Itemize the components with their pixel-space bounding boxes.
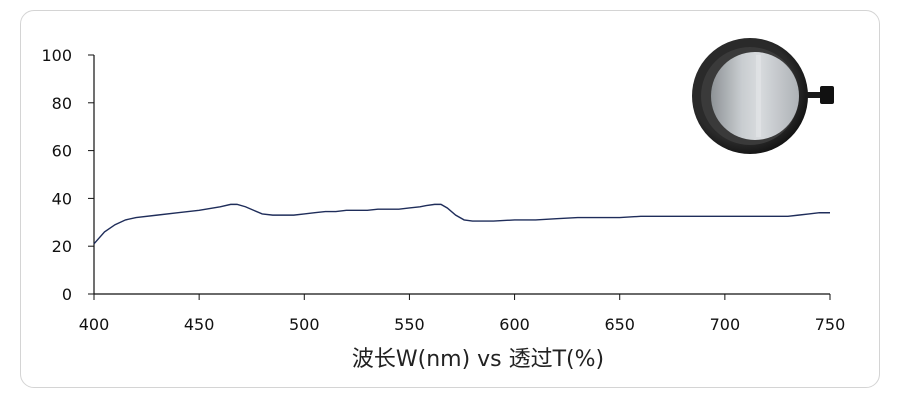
y-tick-label: 40 <box>52 189 72 208</box>
y-tick-label: 80 <box>52 94 72 113</box>
x-tick-label: 450 <box>184 315 215 334</box>
y-tick-label: 100 <box>41 46 72 65</box>
chart-axes <box>93 55 830 295</box>
y-tick-label: 20 <box>52 237 72 256</box>
x-tick-label: 750 <box>815 315 846 334</box>
y-tick-label: 0 <box>62 285 72 304</box>
series-line <box>93 203 830 245</box>
y-tick-label: 60 <box>52 142 72 161</box>
x-tick-label: 550 <box>394 315 425 334</box>
x-axis-label: 波长W(nm) vs 透过T(%) <box>352 347 604 372</box>
x-axis-ticks: 400 450 500 550 600 650 700 750 <box>79 294 846 334</box>
y-axis-ticks: 0 20 40 60 80 100 <box>41 46 94 304</box>
round-filter-lens-icon <box>692 38 834 154</box>
x-tick-label: 400 <box>79 315 110 334</box>
x-tick-label: 500 <box>289 315 320 334</box>
x-tick-label: 600 <box>499 315 530 334</box>
x-tick-label: 650 <box>604 315 635 334</box>
x-tick-label: 700 <box>710 315 741 334</box>
